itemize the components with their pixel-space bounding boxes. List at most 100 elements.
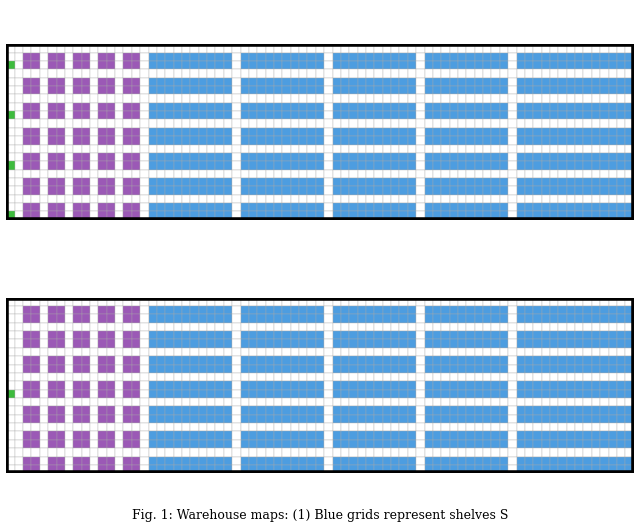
Bar xyxy=(533,423,541,431)
Bar xyxy=(40,95,48,103)
Bar xyxy=(190,128,199,136)
Bar xyxy=(74,373,82,381)
Bar xyxy=(592,128,600,136)
Bar xyxy=(475,161,483,169)
Bar xyxy=(366,323,374,331)
Bar xyxy=(299,86,307,95)
Bar xyxy=(349,186,358,195)
Bar xyxy=(525,398,533,407)
Bar xyxy=(132,211,140,220)
Bar xyxy=(541,340,550,348)
Bar xyxy=(558,169,566,178)
Bar xyxy=(467,323,475,331)
Bar xyxy=(90,61,99,69)
Bar xyxy=(358,211,366,220)
Bar xyxy=(182,398,190,407)
Bar xyxy=(584,178,592,186)
Bar xyxy=(23,153,31,161)
Bar xyxy=(584,169,592,178)
Bar xyxy=(324,423,333,431)
Bar xyxy=(516,128,525,136)
Bar xyxy=(341,211,349,220)
Bar xyxy=(199,203,207,211)
Bar xyxy=(458,69,467,78)
Bar xyxy=(99,145,107,153)
Bar xyxy=(424,78,433,86)
Bar xyxy=(475,440,483,448)
Bar xyxy=(349,348,358,356)
Bar xyxy=(207,398,216,407)
Bar xyxy=(558,95,566,103)
Bar xyxy=(617,78,625,86)
Bar xyxy=(408,364,416,373)
Bar xyxy=(190,298,199,306)
Bar xyxy=(424,153,433,161)
Bar xyxy=(324,323,333,331)
Bar xyxy=(541,195,550,203)
Bar xyxy=(31,314,40,323)
Bar xyxy=(173,331,182,340)
Bar xyxy=(115,186,124,195)
Bar xyxy=(450,407,458,414)
Bar xyxy=(266,414,274,423)
Bar xyxy=(374,331,383,340)
Bar xyxy=(173,314,182,323)
Bar xyxy=(232,448,241,457)
Bar xyxy=(500,298,508,306)
Bar xyxy=(107,69,115,78)
Bar xyxy=(48,186,56,195)
Bar xyxy=(207,373,216,381)
Bar xyxy=(216,331,224,340)
Bar xyxy=(541,169,550,178)
Bar xyxy=(140,53,148,61)
Bar xyxy=(391,314,399,323)
Bar xyxy=(492,298,500,306)
Bar xyxy=(600,423,609,431)
Bar xyxy=(40,306,48,314)
Bar xyxy=(48,340,56,348)
Bar xyxy=(316,169,324,178)
Bar xyxy=(483,136,492,145)
Bar xyxy=(424,203,433,211)
Bar xyxy=(592,136,600,145)
Bar xyxy=(82,381,90,390)
Bar xyxy=(199,53,207,61)
Bar xyxy=(6,356,15,364)
Bar xyxy=(115,331,124,340)
Bar xyxy=(182,111,190,119)
Bar xyxy=(132,61,140,69)
Bar xyxy=(241,136,249,145)
Bar xyxy=(249,340,257,348)
Bar xyxy=(65,203,74,211)
Bar xyxy=(617,381,625,390)
Bar xyxy=(625,211,634,220)
Bar xyxy=(15,356,23,364)
Bar xyxy=(307,431,316,440)
Bar xyxy=(274,211,282,220)
Bar xyxy=(600,323,609,331)
Bar xyxy=(199,119,207,128)
Bar xyxy=(592,306,600,314)
Bar xyxy=(6,161,15,169)
Bar xyxy=(224,440,232,448)
Bar xyxy=(23,465,31,473)
Bar xyxy=(6,465,15,473)
Bar xyxy=(241,298,249,306)
Bar xyxy=(374,203,383,211)
Bar xyxy=(600,431,609,440)
Bar xyxy=(157,390,165,398)
Bar xyxy=(383,103,391,111)
Bar xyxy=(82,178,90,186)
Bar xyxy=(358,314,366,323)
Bar xyxy=(90,364,99,373)
Bar xyxy=(333,407,341,414)
Bar xyxy=(508,69,516,78)
Bar xyxy=(566,381,575,390)
Bar xyxy=(241,78,249,86)
Bar xyxy=(56,373,65,381)
Bar xyxy=(124,178,132,186)
Bar xyxy=(115,78,124,86)
Bar xyxy=(82,414,90,423)
Bar xyxy=(40,423,48,431)
Bar xyxy=(299,78,307,86)
